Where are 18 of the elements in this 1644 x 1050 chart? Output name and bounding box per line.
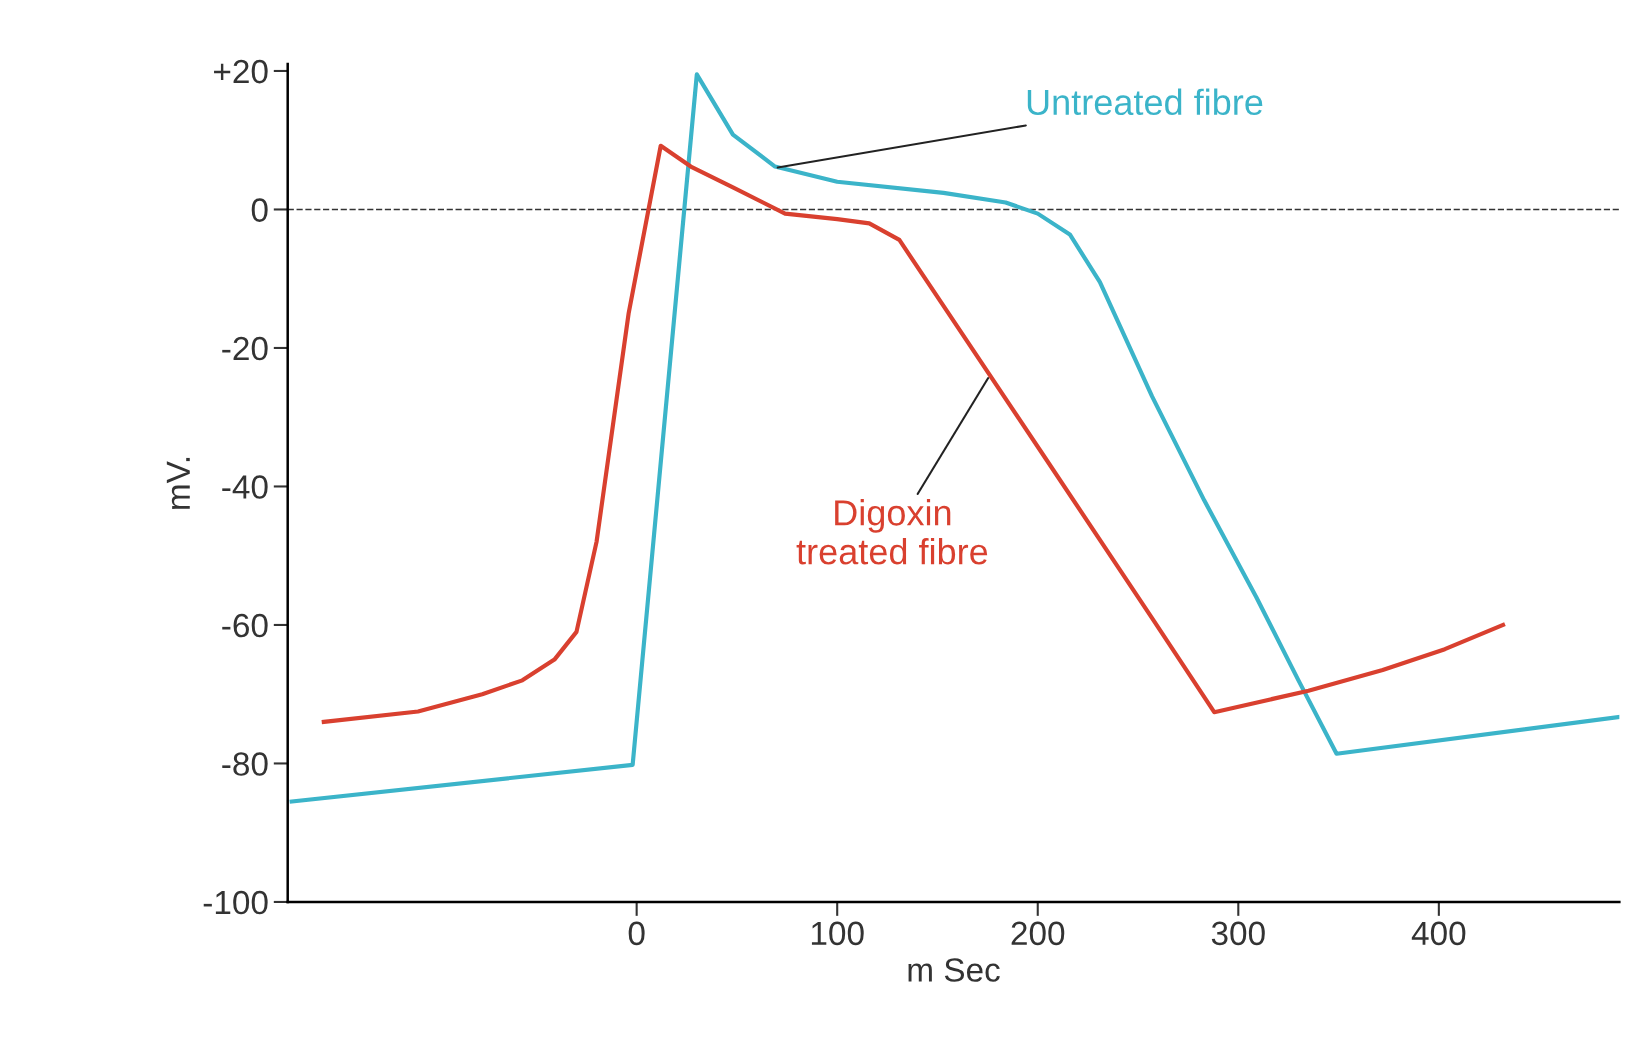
line-series [289,72,1620,804]
x-tick-label: 200 [1011,921,1065,946]
x-tick-label: 300 [1211,921,1265,946]
x-axis-title: m Sec [908,958,1000,982]
annotation: Digoxin treated fibre [796,499,988,565]
y-tick-label: -80 [222,752,268,776]
y-tick-label: -20 [222,336,268,361]
x-tick-label: 100 [811,921,864,946]
x-tick-label: 0 [628,921,645,946]
y-tick-label: +20 [214,59,268,84]
line-series [321,143,1506,724]
y-tick-label: -40 [222,475,268,499]
annotation: Untreated fibre [1027,88,1263,116]
x-tick-label: 400 [1411,921,1466,946]
y-tick-label: -100 [203,890,268,915]
y-tick-label: -60 [222,613,268,638]
y-axis-title: mV. [166,457,190,509]
y-tick-label: 0 [251,198,268,222]
